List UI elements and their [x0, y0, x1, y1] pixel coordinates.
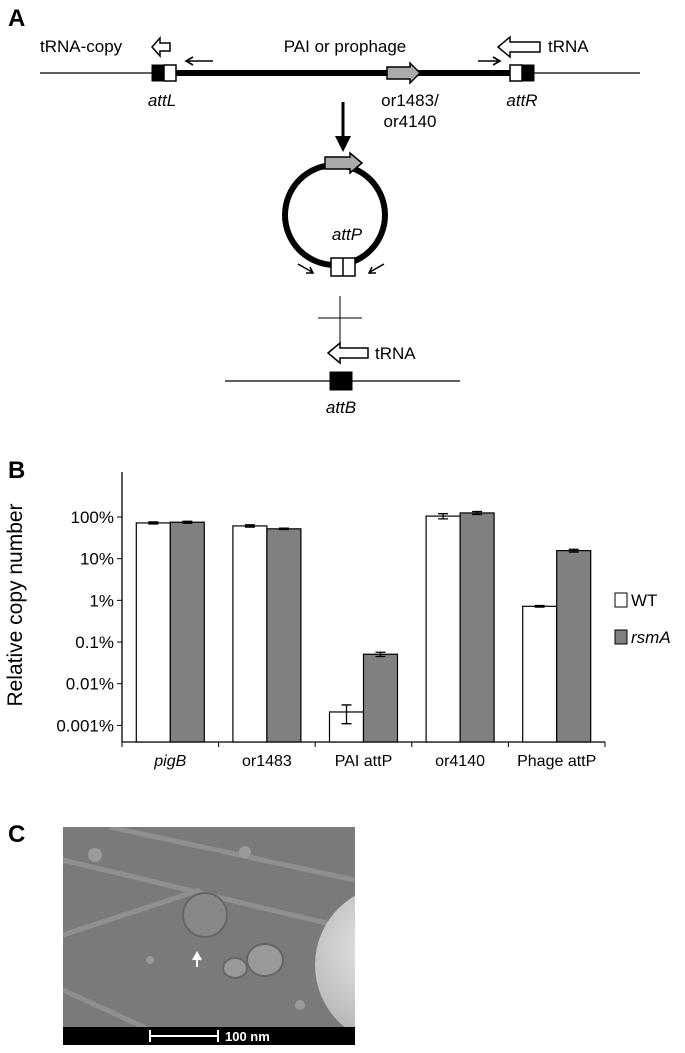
error-bar [341, 704, 352, 725]
x-tick-label: PAI attP [335, 753, 393, 770]
x-tick-label: or4140 [435, 753, 485, 770]
panel-label: A [8, 5, 25, 32]
gene-label: or4140 [384, 112, 437, 131]
bar [425, 515, 461, 743]
primer-arrow [478, 56, 502, 66]
error-bar [568, 548, 579, 553]
trna-copy-arrow [150, 36, 171, 58]
primer-arrow [184, 56, 213, 66]
error-bar [534, 604, 545, 608]
att-r-box [509, 64, 523, 82]
att-b-label: attB [326, 398, 356, 417]
element-title: PAI or prophage [284, 37, 407, 56]
y-tick-label: 100% [71, 508, 114, 527]
att-l-label: attL [148, 91, 176, 110]
y-tick-label: 0.01% [66, 675, 114, 694]
error-bar [278, 527, 289, 531]
primer-arrow [297, 263, 315, 274]
panel-label: B [8, 457, 25, 484]
y-tick-label: 0.001% [56, 716, 114, 735]
bar [266, 528, 302, 743]
trna-copy-label: tRNA-copy [40, 37, 123, 56]
error-bar [148, 521, 159, 525]
bar [232, 525, 268, 743]
bar [556, 550, 592, 743]
excision-arrowhead [335, 136, 351, 152]
gene-arrow [386, 61, 422, 85]
y-tick-label: 1% [89, 591, 114, 610]
panel-c: C 100 nm [8, 821, 355, 1045]
gene-arrow [324, 151, 364, 175]
legend-label: WT [631, 591, 657, 610]
att-p-label: attP [332, 225, 363, 244]
panel-b: B Relative copy number 0.001% 0.01% 0.1% 1%… [4, 457, 671, 770]
primer-arrow [367, 263, 385, 274]
trna-arrow [326, 341, 369, 365]
x-tick-label: or1483 [242, 753, 292, 770]
trna-arrow [496, 35, 541, 59]
legend-swatch [614, 629, 628, 645]
trna-label: tRNA [548, 37, 589, 56]
y-axis-title: Relative copy number [4, 503, 27, 706]
x-tick-label: Phage attP [517, 753, 596, 770]
trna-label: tRNA [375, 344, 416, 363]
error-bar [375, 651, 386, 658]
bar [522, 605, 558, 743]
panel-label: C [8, 821, 25, 848]
att-l-core [151, 64, 165, 82]
x-tick-label: pigB [153, 753, 186, 770]
y-tick-label: 10% [80, 550, 114, 569]
bar [362, 653, 399, 743]
error-bar [438, 513, 449, 520]
legend-swatch [614, 592, 628, 608]
att-r-label: attR [506, 91, 537, 110]
legend-label: rsmA [631, 628, 671, 647]
att-l-box [163, 64, 177, 82]
circular-element [282, 162, 388, 268]
att-r-core [521, 64, 535, 82]
bar [135, 522, 171, 743]
error-bar [472, 510, 483, 516]
gene-label: or1483/ [381, 91, 439, 110]
panel-a: A tRNA-copy PAI or prophage tRNA attL or… [8, 5, 640, 417]
y-tick-label: 0.1% [75, 633, 114, 652]
bar [459, 512, 495, 743]
scale-bar-label: 100 nm [225, 1029, 270, 1044]
att-b-box [329, 371, 353, 391]
bar [169, 521, 205, 743]
error-bar [182, 520, 193, 524]
micrograph [63, 827, 355, 1045]
error-bar [244, 524, 255, 528]
